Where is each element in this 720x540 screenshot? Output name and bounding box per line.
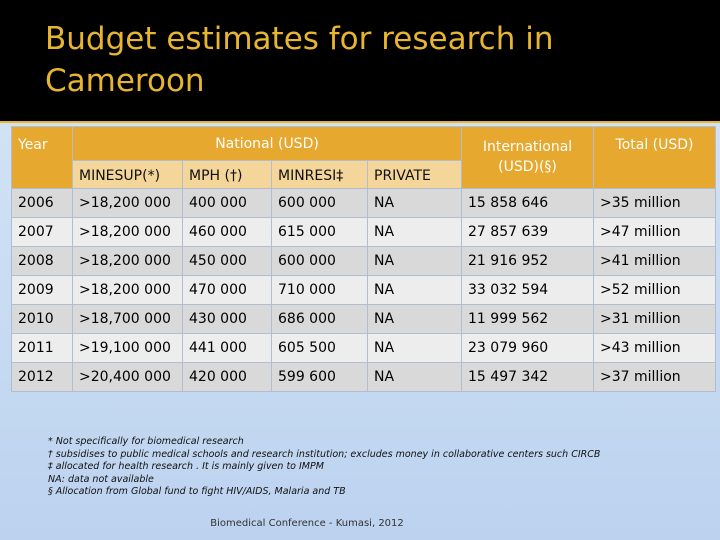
footnote: § Allocation from Global fund to fight H… — [48, 486, 346, 497]
cell-minesup: >18,200 000 — [72, 275, 183, 305]
table-row: 2006 >18,200 000 400 000 600 000 NA 15 8… — [11, 188, 717, 218]
table-row: 2011 >19,100 000 441 000 605 500 NA 23 0… — [11, 333, 717, 363]
cell-private: NA — [366, 304, 463, 334]
cell-private: NA — [366, 333, 463, 363]
cell-mph: 400 000 — [182, 188, 272, 218]
subheader-minresi: MINRESI‡ — [271, 160, 368, 189]
cell-international: 15 858 646 — [461, 188, 595, 218]
cell-total: >47 million — [593, 217, 717, 247]
cell-international: 33 032 594 — [461, 275, 595, 305]
cell-private: NA — [366, 275, 463, 305]
cell-year: 2009 — [11, 275, 73, 305]
subheader-row: MINESUP(*) MPH (†) MINRESI‡ PRIVATE — [12, 160, 716, 189]
cell-minresi: 686 000 — [271, 304, 368, 334]
cell-minesup: >18,200 000 — [72, 246, 183, 276]
header-row: Year National (USD) International (USD)(… — [11, 126, 717, 189]
table-row: 2008 >18,200 000 450 000 600 000 NA 21 9… — [11, 246, 717, 276]
cell-minresi: 605 500 — [271, 333, 368, 363]
cell-mph: 430 000 — [182, 304, 272, 334]
cell-total: >52 million — [593, 275, 717, 305]
header-international-label: International (USD)(§) — [482, 139, 573, 175]
cell-year: 2012 — [11, 362, 73, 392]
header-national: National (USD) — [71, 126, 463, 161]
footnote: NA: data not available — [48, 473, 154, 485]
cell-international: 21 916 952 — [461, 246, 595, 276]
subheader-mph: MPH (†) — [182, 160, 272, 189]
table-row: 2007 >18,200 000 460 000 615 000 NA 27 8… — [11, 217, 717, 247]
cell-year: 2011 — [11, 333, 73, 363]
table-row: 2012 >20,400 000 420 000 599 600 NA 15 4… — [11, 362, 717, 392]
header-year: Year — [11, 126, 73, 189]
cell-mph: 470 000 — [182, 275, 272, 305]
cell-mph: 460 000 — [182, 217, 272, 247]
cell-total: >31 million — [593, 304, 717, 334]
cell-minesup: >19,100 000 — [72, 333, 183, 363]
footnote: ‡ allocated for health research . It is … — [48, 461, 324, 472]
cell-total: >43 million — [593, 333, 717, 363]
budget-table: Year National (USD) International (USD)(… — [11, 126, 717, 392]
footnotes: * Not specifically for biomedical resear… — [48, 436, 688, 499]
cell-total: >35 million — [593, 188, 717, 218]
cell-minesup: >20,400 000 — [72, 362, 183, 392]
cell-minresi: 710 000 — [271, 275, 368, 305]
cell-minesup: >18,200 000 — [72, 217, 183, 247]
cell-total: >37 million — [593, 362, 717, 392]
cell-mph: 450 000 — [182, 246, 272, 276]
footnote: † subsidises to public medical schools a… — [48, 448, 601, 460]
cell-minresi: 600 000 — [271, 188, 368, 218]
cell-international: 23 079 960 — [461, 333, 595, 363]
cell-year: 2006 — [11, 188, 73, 218]
subheader-minesup: MINESUP(*) — [72, 160, 183, 189]
header-international: International (USD)(§) — [461, 126, 595, 189]
cell-mph: 420 000 — [182, 362, 272, 392]
cell-minresi: 600 000 — [271, 246, 368, 276]
cell-private: NA — [366, 362, 463, 392]
title-divider — [0, 121, 720, 123]
cell-international: 27 857 639 — [461, 217, 595, 247]
slide-title: Budget estimates for research in Cameroo… — [45, 21, 554, 99]
cell-private: NA — [366, 246, 463, 276]
cell-total: >41 million — [593, 246, 717, 276]
cell-minresi: 615 000 — [271, 217, 368, 247]
cell-minresi: 599 600 — [271, 362, 368, 392]
slide-footer: Biomedical Conference - Kumasi, 2012 — [210, 518, 404, 529]
table-row: 2010 >18,700 000 430 000 686 000 NA 11 9… — [11, 304, 717, 334]
cell-private: NA — [366, 217, 463, 247]
cell-minesup: >18,700 000 — [72, 304, 183, 334]
header-total: Total (USD) — [593, 126, 717, 189]
cell-year: 2007 — [11, 217, 73, 247]
cell-year: 2010 — [11, 304, 73, 334]
table-row: 2009 >18,200 000 470 000 710 000 NA 33 0… — [11, 275, 717, 305]
cell-year: 2008 — [11, 246, 73, 276]
cell-international: 11 999 562 — [461, 304, 595, 334]
cell-mph: 441 000 — [182, 333, 272, 363]
cell-international: 15 497 342 — [461, 362, 595, 392]
title-band — [0, 0, 720, 122]
cell-minesup: >18,200 000 — [72, 188, 183, 218]
cell-private: NA — [366, 188, 463, 218]
subheader-private: PRIVATE — [366, 160, 463, 189]
footnote: * Not specifically for biomedical resear… — [48, 436, 244, 447]
